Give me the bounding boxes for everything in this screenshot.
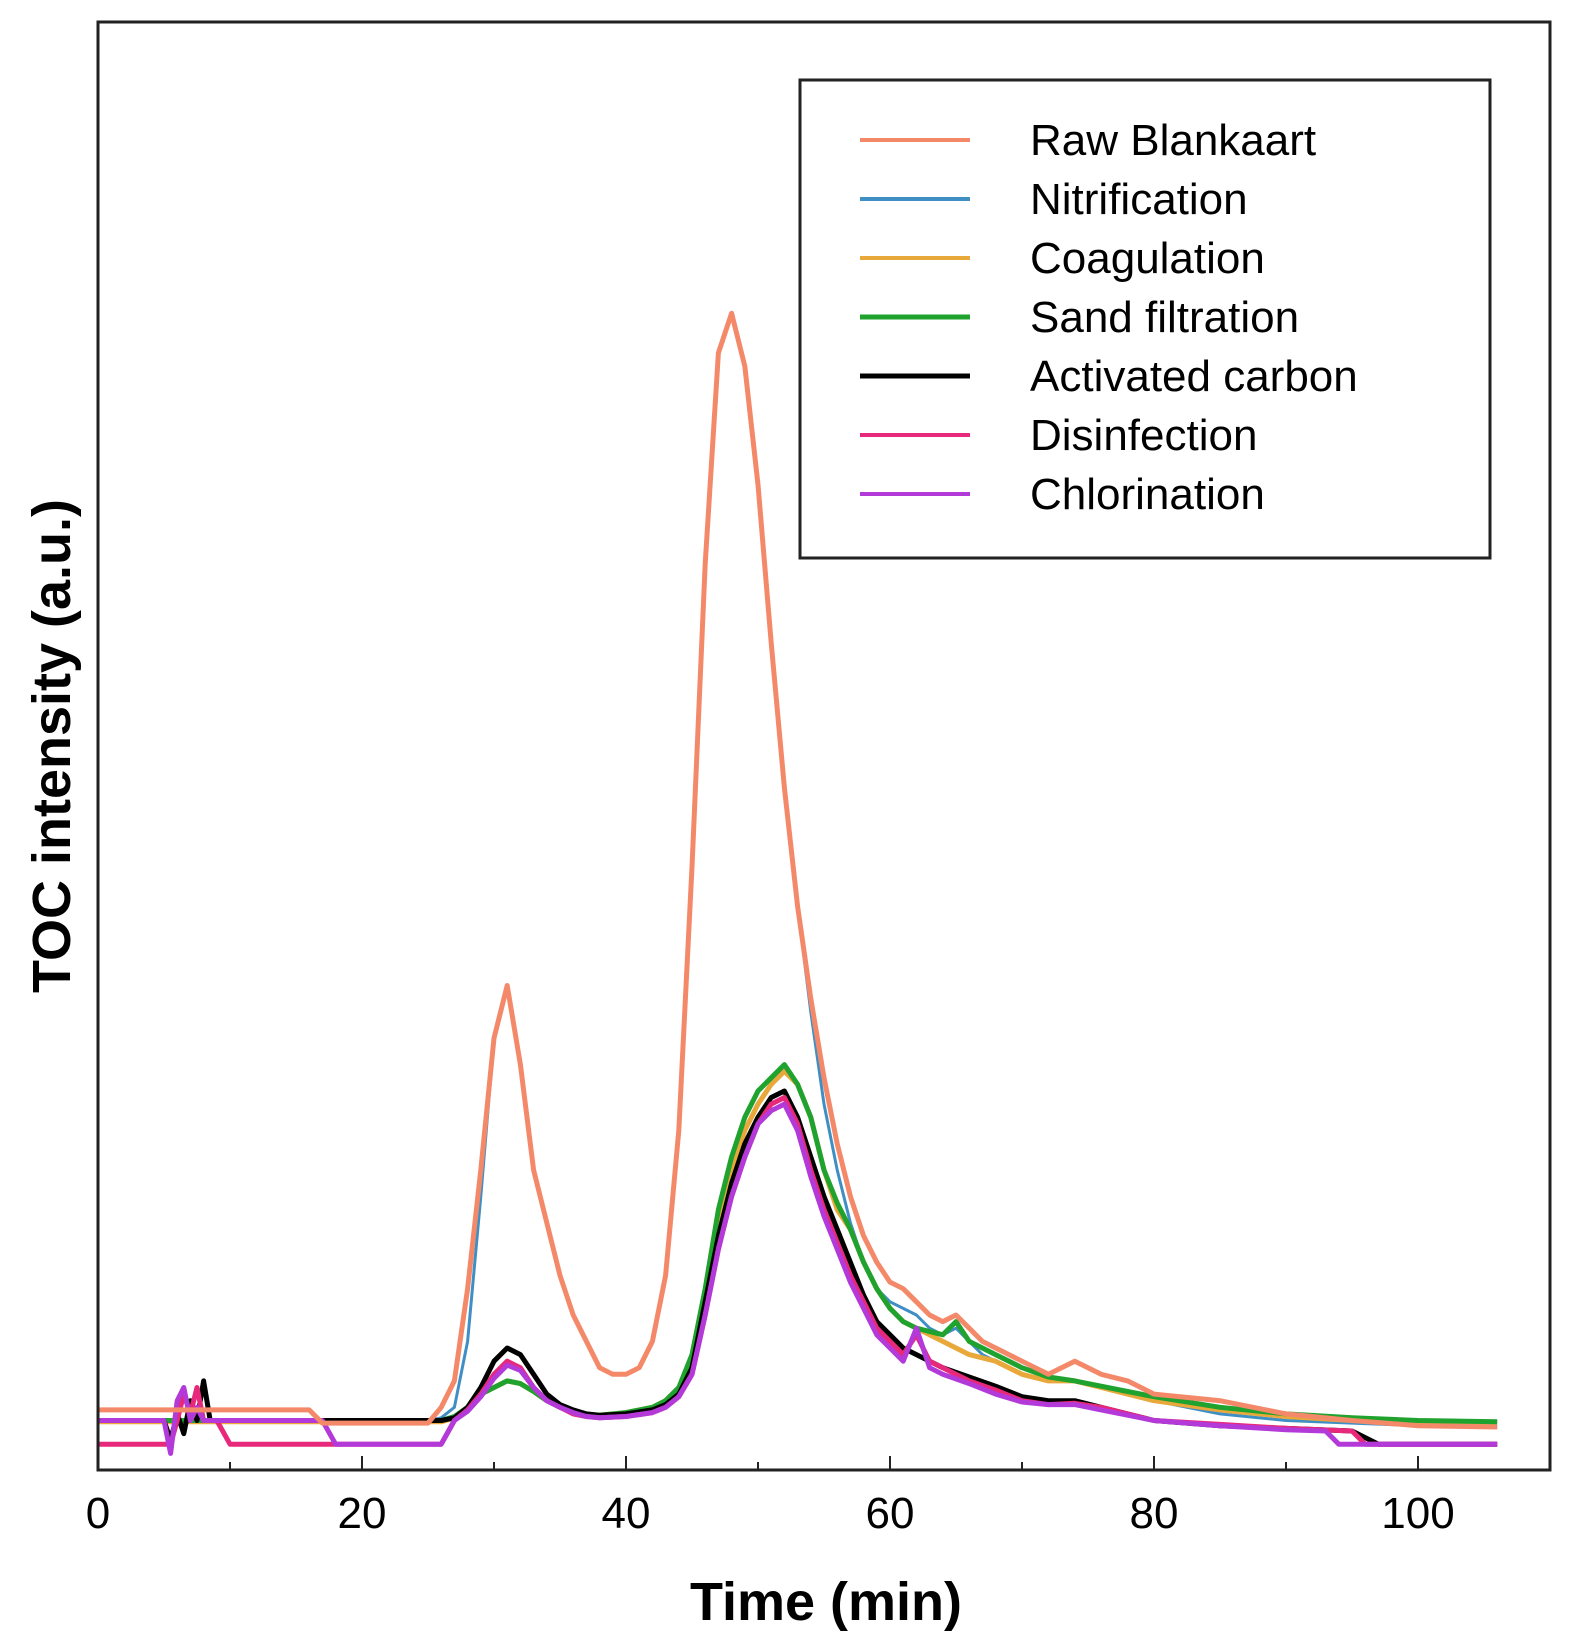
x-tick-label: 100: [1381, 1489, 1454, 1538]
series-layer: [98, 310, 1498, 1456]
legend-label-disinfection: Disinfection: [1030, 411, 1257, 460]
legend: Raw Blankaart Nitrification Coagulation San…: [798, 78, 1492, 560]
series-line-chlorination: [98, 1101, 1498, 1456]
plot-frame: [96, 20, 1552, 1472]
series-line-raw-blankaart: [98, 310, 1498, 1430]
x-tick-label: 60: [866, 1489, 915, 1538]
legend-label-chlorination: Chlorination: [1030, 470, 1265, 519]
x-tick-label: 20: [338, 1489, 387, 1538]
legend-label-raw-blankaart: Raw Blankaart: [1030, 116, 1316, 165]
y-axis-title: TOC intensity (a.u.): [22, 499, 82, 993]
legend-label-nitrification: Nitrification: [1030, 175, 1248, 224]
x-axis-title: Time (min): [690, 1572, 962, 1632]
legend-label-sand-filtration: Sand filtration: [1030, 293, 1299, 342]
series-line-activated-carbon: [98, 1088, 1498, 1447]
x-tick-label: 80: [1130, 1489, 1179, 1538]
legend-items: Raw Blankaart Nitrification Coagulation San…: [860, 116, 1358, 519]
legend-label-activated-carbon: Activated carbon: [1030, 352, 1358, 401]
legend-label-coagulation: Coagulation: [1030, 234, 1265, 283]
series-line-disinfection: [98, 1095, 1498, 1447]
x-tick-label: 40: [602, 1489, 651, 1538]
x-tick-label: 0: [86, 1489, 110, 1538]
x-axis: 0 20 40 60 80 100: [86, 1456, 1455, 1538]
